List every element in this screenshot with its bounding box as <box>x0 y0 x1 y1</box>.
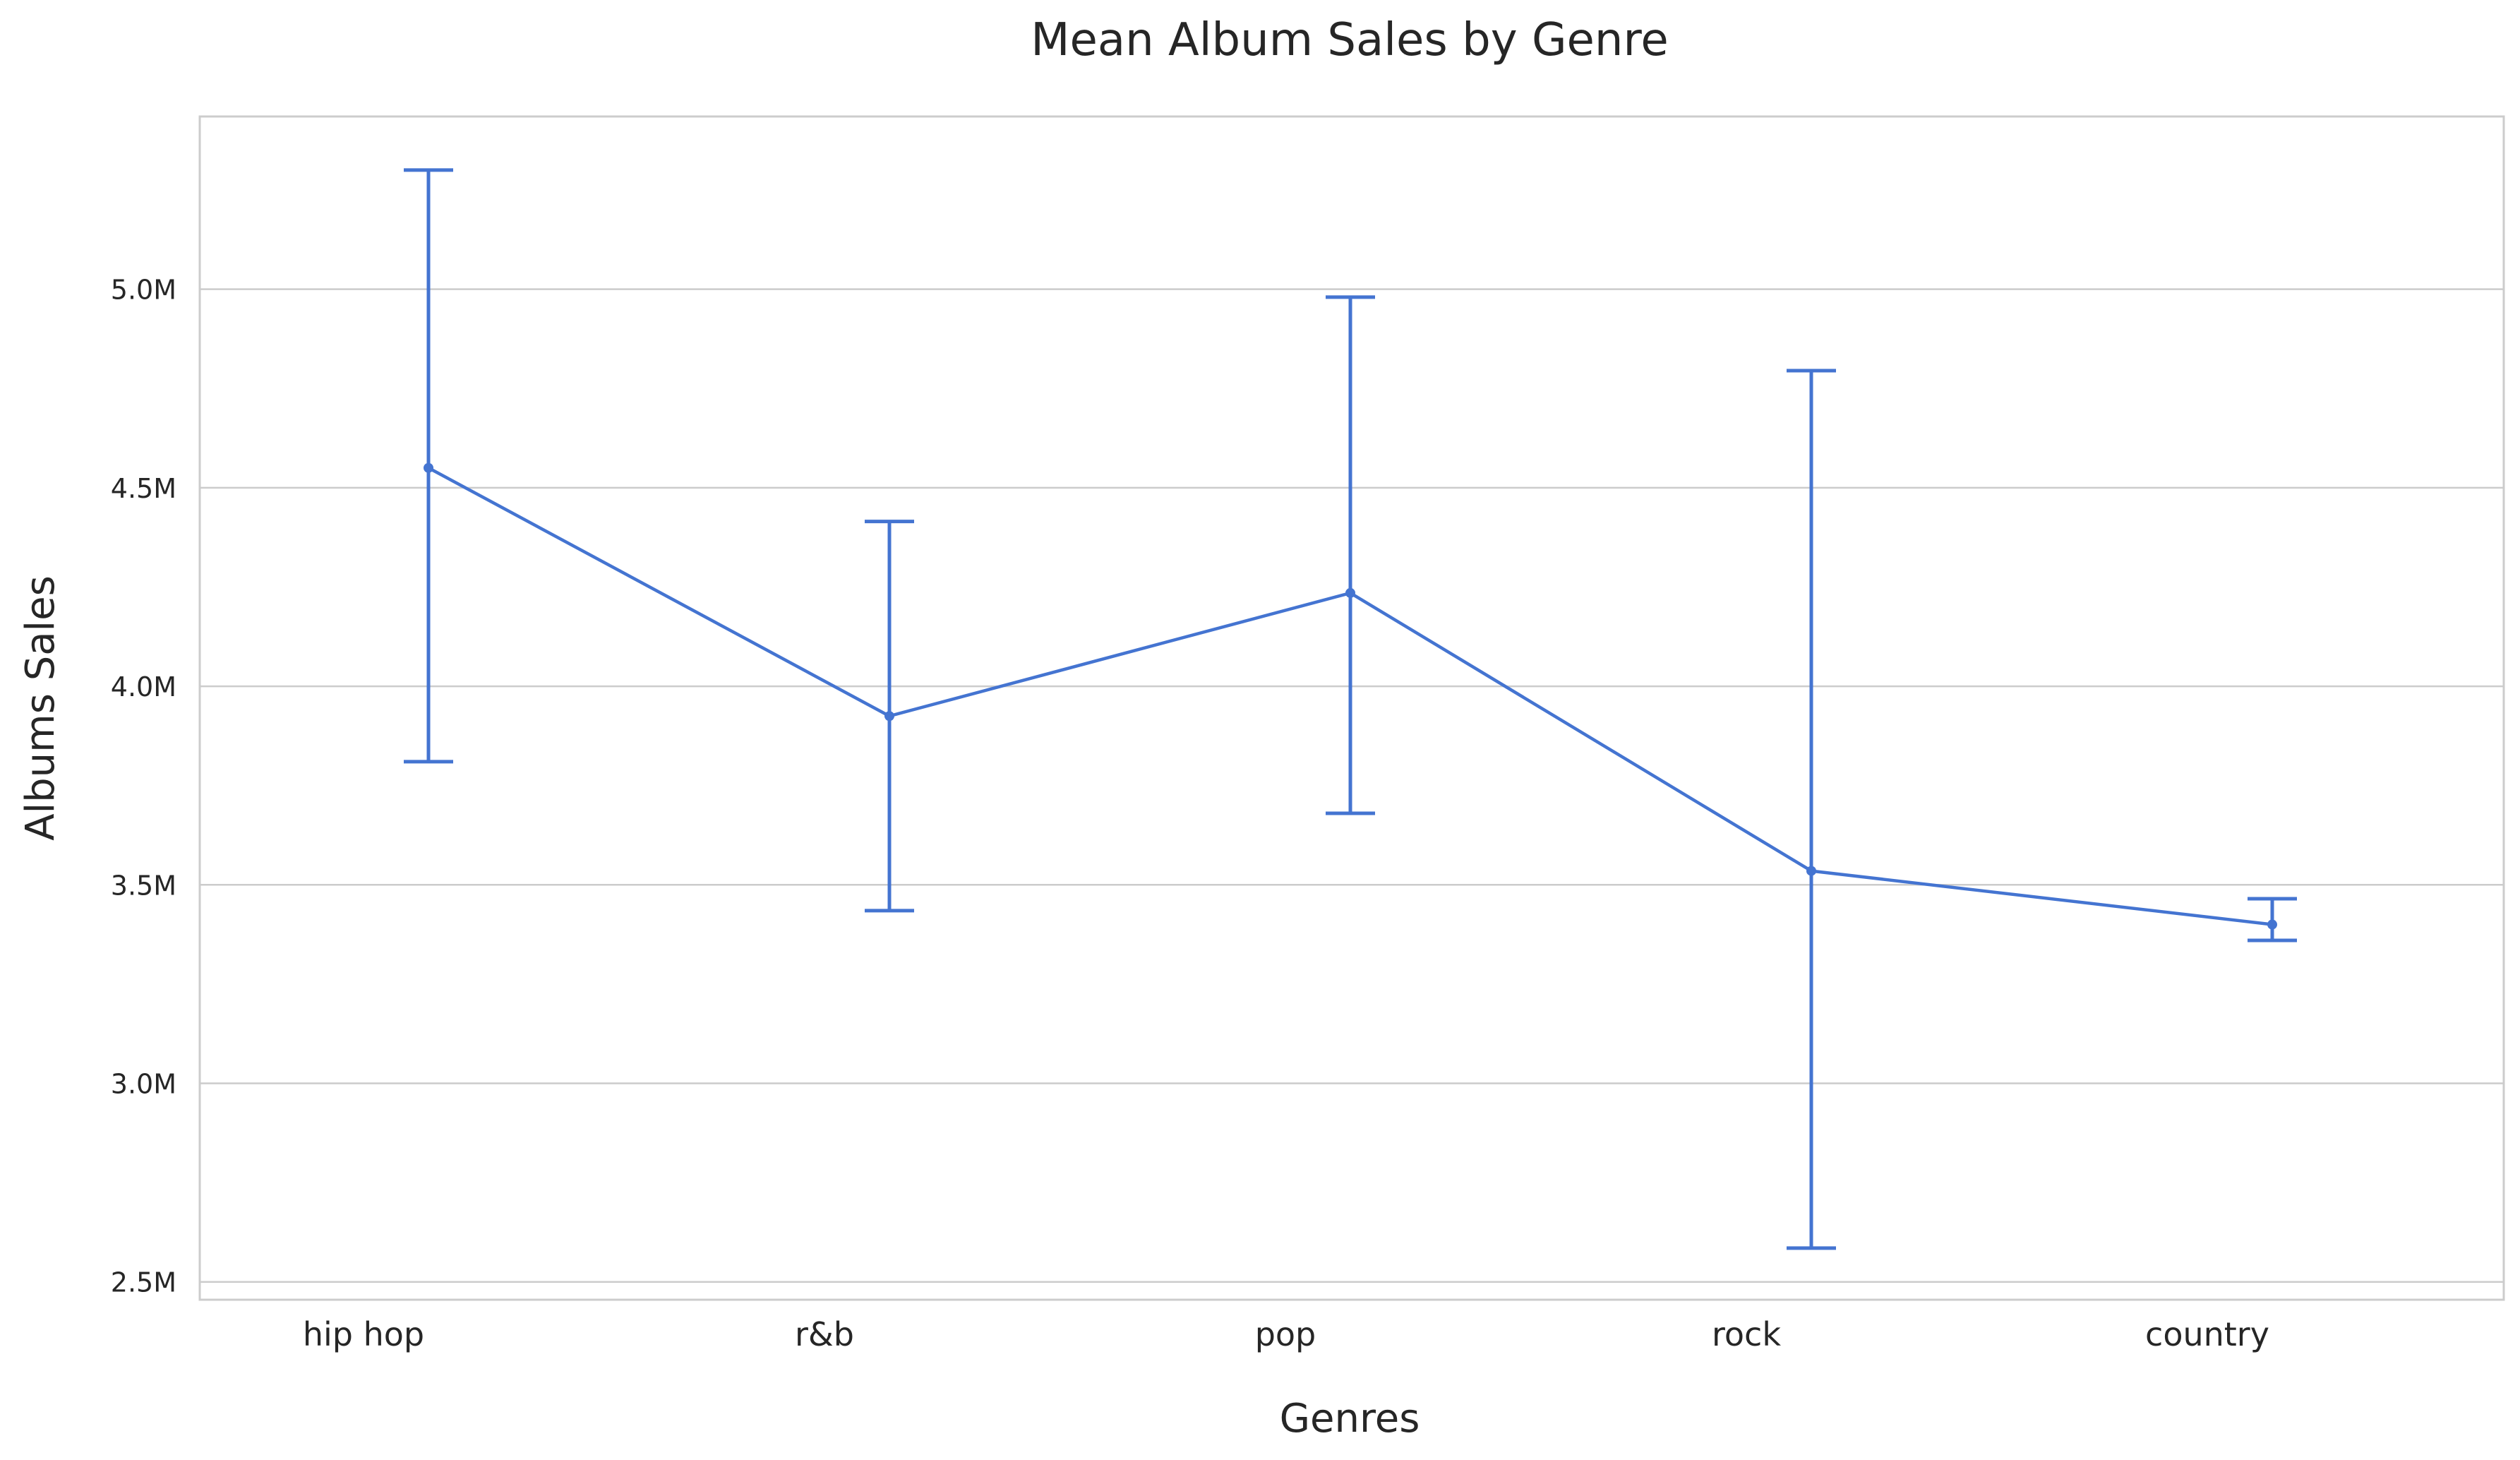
error-bar <box>2248 897 2297 943</box>
y-tick-label: 3.0M <box>111 1068 176 1099</box>
error-bar <box>1787 369 1836 1250</box>
x-tick-label: pop <box>1255 1315 1316 1353</box>
error-bars <box>404 168 2297 1250</box>
series-line-group <box>424 462 2277 930</box>
x-tick-label: country <box>2145 1315 2269 1353</box>
y-axis-label: Albums Sales <box>18 575 64 840</box>
data-point <box>1806 866 1816 876</box>
data-point <box>884 711 894 722</box>
chart-title: Mean Album Sales by Genre <box>1031 14 1669 66</box>
data-point <box>424 462 433 473</box>
data-point <box>1345 587 1355 598</box>
x-axis-label: Genres <box>1280 1396 1420 1442</box>
y-tick-label: 4.5M <box>111 473 176 504</box>
x-tick-label: r&b <box>795 1315 854 1353</box>
x-tick-label: rock <box>1712 1315 1781 1353</box>
y-tick-label: 3.5M <box>111 870 176 901</box>
y-tick-label: 5.0M <box>111 275 176 306</box>
y-tick-label: 4.0M <box>111 671 176 702</box>
error-bar <box>1326 295 1375 815</box>
data-point <box>2267 919 2277 930</box>
y-tick-label: 2.5M <box>111 1267 176 1298</box>
x-axis-ticks: hip hop r&b pop rock country <box>303 1315 2269 1353</box>
y-axis-ticks: 2.5M 3.0M 3.5M 4.0M 4.5M 5.0M <box>111 275 176 1298</box>
x-tick-label: hip hop <box>303 1315 424 1353</box>
plot-frame <box>198 115 2505 1301</box>
